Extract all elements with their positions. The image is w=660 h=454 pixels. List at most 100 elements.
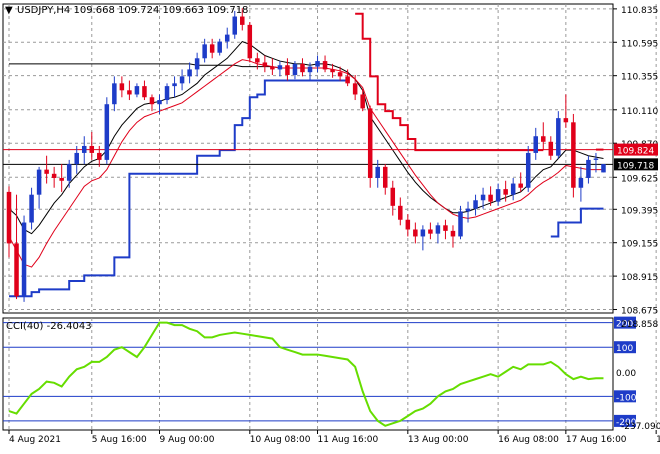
- price-tick-label: 110.110: [621, 107, 658, 117]
- candle[interactable]: [525, 145, 531, 192]
- ma-long-line: [9, 63, 303, 69]
- candle[interactable]: [382, 164, 388, 195]
- candle[interactable]: [480, 187, 486, 209]
- candle[interactable]: [556, 111, 561, 159]
- candle[interactable]: [247, 22, 253, 63]
- candle[interactable]: [74, 145, 79, 174]
- candle[interactable]: [172, 76, 177, 98]
- candle[interactable]: [157, 94, 162, 114]
- candle-body: [548, 141, 554, 156]
- candle[interactable]: [14, 194, 19, 300]
- candle[interactable]: [104, 97, 110, 165]
- candle[interactable]: [345, 69, 350, 87]
- candle[interactable]: [119, 76, 125, 98]
- price-tick-label: 110.835: [621, 6, 658, 16]
- candle[interactable]: [255, 52, 260, 70]
- candle[interactable]: [428, 222, 433, 240]
- candle[interactable]: [277, 61, 283, 77]
- candle[interactable]: [194, 52, 200, 77]
- candle[interactable]: [59, 164, 64, 192]
- candle[interactable]: [179, 69, 185, 91]
- candle[interactable]: [322, 55, 328, 73]
- candle[interactable]: [548, 136, 554, 160]
- candle[interactable]: [435, 222, 441, 244]
- candle[interactable]: [6, 186, 12, 258]
- price-tick-label: 109.155: [621, 240, 658, 250]
- candle[interactable]: [420, 225, 426, 251]
- candle-body: [360, 94, 365, 109]
- candle[interactable]: [413, 222, 418, 244]
- candle[interactable]: [262, 55, 268, 73]
- candle-body: [81, 145, 87, 153]
- candle[interactable]: [586, 155, 591, 184]
- candle[interactable]: [292, 61, 298, 80]
- candle[interactable]: [367, 105, 373, 188]
- candle[interactable]: [149, 94, 155, 112]
- candle[interactable]: [89, 132, 95, 160]
- candle[interactable]: [36, 166, 42, 209]
- candle[interactable]: [473, 194, 478, 216]
- cci-level-label: -200: [616, 418, 637, 428]
- candle[interactable]: [398, 197, 403, 226]
- candle[interactable]: [458, 205, 463, 240]
- candle[interactable]: [533, 127, 539, 160]
- candle[interactable]: [443, 219, 448, 240]
- candle[interactable]: [202, 38, 207, 63]
- candle[interactable]: [330, 63, 335, 78]
- candle[interactable]: [307, 62, 313, 81]
- candle[interactable]: [240, 8, 245, 31]
- candle[interactable]: [232, 10, 238, 39]
- candle[interactable]: [601, 164, 606, 173]
- candle[interactable]: [217, 38, 222, 56]
- candle[interactable]: [81, 136, 87, 165]
- candle[interactable]: [360, 88, 365, 112]
- candle[interactable]: [21, 215, 27, 302]
- candle[interactable]: [66, 159, 72, 188]
- candle-body: [29, 194, 34, 223]
- candle[interactable]: [352, 74, 358, 101]
- candle[interactable]: [285, 58, 290, 81]
- candle[interactable]: [571, 113, 576, 198]
- candle[interactable]: [518, 172, 523, 192]
- price-tick-label: 108.915: [621, 273, 658, 283]
- candle[interactable]: [315, 55, 320, 73]
- candle[interactable]: [593, 152, 599, 173]
- candle[interactable]: [209, 38, 215, 59]
- candle[interactable]: [541, 122, 546, 151]
- candle[interactable]: [29, 187, 34, 230]
- candle[interactable]: [578, 166, 584, 202]
- candle[interactable]: [270, 58, 275, 75]
- candle[interactable]: [164, 83, 170, 105]
- candle-body: [533, 136, 539, 153]
- time-tick-label: 5 Aug 16:00: [92, 435, 147, 445]
- candle[interactable]: [337, 66, 343, 81]
- candle[interactable]: [127, 80, 132, 101]
- candle[interactable]: [44, 155, 49, 184]
- time-tick-label: 4 Aug 2021: [9, 435, 61, 445]
- candle[interactable]: [375, 159, 380, 188]
- collapse-triangle-icon[interactable]: ▼: [5, 5, 13, 16]
- candle[interactable]: [563, 94, 569, 128]
- candle[interactable]: [510, 177, 516, 201]
- candle[interactable]: [300, 58, 305, 77]
- candle[interactable]: [112, 76, 117, 112]
- axis-layer: 110.835110.595110.355110.110109.870109.6…: [8, 6, 660, 445]
- candle[interactable]: [390, 180, 396, 216]
- candle[interactable]: [495, 183, 501, 206]
- candle[interactable]: [465, 201, 471, 223]
- candle[interactable]: [405, 214, 411, 237]
- candle-body: [187, 69, 192, 77]
- candle[interactable]: [97, 145, 102, 167]
- candle[interactable]: [224, 27, 230, 49]
- candle[interactable]: [488, 186, 493, 206]
- candle-body: [194, 58, 200, 70]
- candle[interactable]: [503, 180, 508, 202]
- candle[interactable]: [450, 225, 456, 248]
- candle-body: [382, 166, 388, 188]
- candle[interactable]: [51, 166, 57, 188]
- candle[interactable]: [134, 83, 140, 98]
- candle[interactable]: [187, 62, 192, 84]
- candle[interactable]: [142, 80, 147, 101]
